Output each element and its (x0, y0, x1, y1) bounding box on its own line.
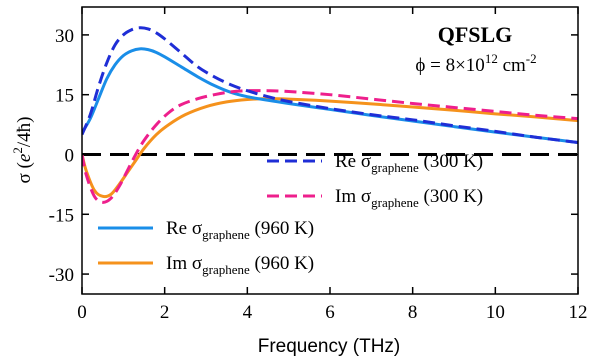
x-tick-label: 2 (160, 302, 170, 323)
x-tick-label: 8 (408, 302, 418, 323)
legend-entry-im-300: Im σgraphene (300 K) (267, 186, 483, 210)
series-line-re-300 (82, 26, 578, 145)
series-line-im-300 (82, 89, 578, 204)
axes: 0 2 4 6 8 10 12 30 15 0 -15 -30 (49, 6, 588, 323)
y-tick-label: -15 (49, 205, 74, 226)
plot-frame (81, 6, 579, 295)
legend-entry-re-300: Re σgraphene (300 K) (267, 151, 483, 175)
legend-label-re-300: Re σgraphene (300 K) (335, 151, 483, 175)
x-tick-label: 12 (569, 302, 588, 323)
legend-label-im-300: Im σgraphene (300 K) (335, 186, 483, 210)
series-line-im-960 (82, 97, 578, 199)
legend: Re σgraphene (300 K) Im σgraphene (300 K… (98, 151, 483, 277)
legend-entry-re-960: Re σgraphene (960 K) (98, 218, 314, 242)
y-axis-label: σ (e2/4ħ) (10, 117, 35, 184)
x-tick-label: 10 (486, 302, 505, 323)
y-tick-label: -30 (49, 265, 74, 286)
x-tick-label: 4 (243, 302, 253, 323)
x-tick-label: 0 (77, 302, 87, 323)
legend-label-re-960: Re σgraphene (960 K) (166, 218, 314, 242)
chart-annotation-title: QFSLG (438, 22, 513, 47)
x-tick-label: 6 (325, 302, 335, 323)
x-axis-label: Frequency (THz) (258, 336, 401, 357)
y-tick-label: 30 (55, 26, 74, 47)
y-tick-label: 15 (55, 86, 74, 107)
legend-entry-im-960: Im σgraphene (960 K) (98, 253, 314, 277)
chart-annotation-density: ϕ = 8×1012 cm-2 (415, 51, 536, 76)
plot-area (82, 26, 578, 204)
y-tick-label: 0 (65, 145, 75, 166)
legend-label-im-960: Im σgraphene (960 K) (166, 253, 314, 277)
